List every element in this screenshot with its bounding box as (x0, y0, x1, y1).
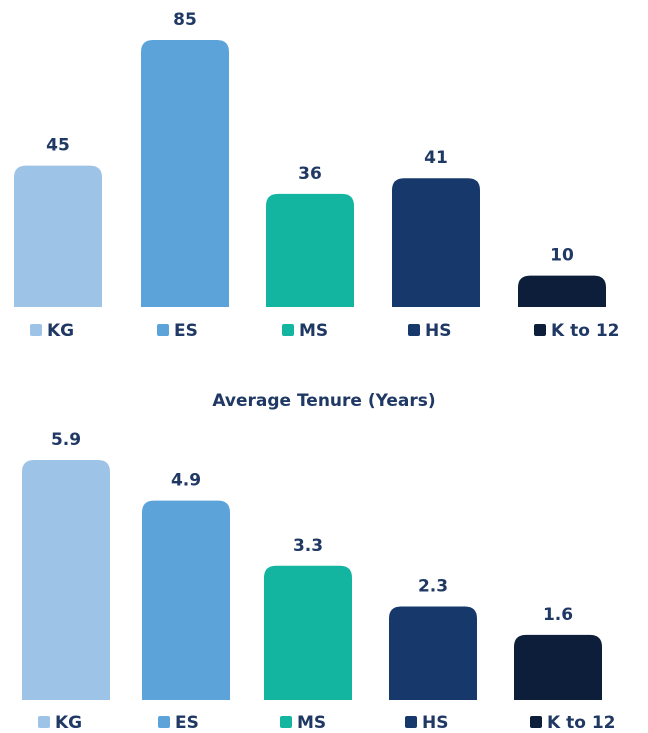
value-label: 45 (46, 136, 70, 156)
value-label: 2.3 (418, 576, 448, 596)
legend-swatch (530, 716, 542, 728)
legend-label: KG (47, 321, 74, 341)
legend-swatch (157, 324, 169, 336)
legend-label: HS (422, 713, 448, 733)
bar (22, 460, 110, 700)
legend-label: K to 12 (551, 321, 619, 341)
legend-swatch (280, 716, 292, 728)
legend-swatch (408, 324, 420, 336)
legend-swatch (534, 324, 546, 336)
legend-label: HS (425, 321, 451, 341)
bar (264, 565, 352, 700)
value-label: 85 (173, 10, 197, 30)
value-label: 41 (424, 148, 448, 168)
legend-label: ES (175, 713, 199, 733)
legend-swatch (405, 716, 417, 728)
bar (392, 178, 480, 307)
value-label: 10 (550, 246, 574, 266)
bar (141, 40, 229, 307)
chart-title: Average Tenure (Years) (212, 391, 435, 411)
legend-swatch (38, 716, 50, 728)
legend-label: MS (297, 713, 326, 733)
bar (389, 606, 477, 700)
value-label: 36 (298, 164, 322, 184)
legend-swatch (158, 716, 170, 728)
bar (142, 500, 230, 700)
value-label: 5.9 (51, 430, 81, 450)
bar (266, 193, 354, 307)
legend-label: KG (55, 713, 82, 733)
legend-swatch (30, 324, 42, 336)
bar (518, 275, 606, 307)
value-label: 3.3 (293, 536, 323, 556)
legend-swatch (282, 324, 294, 336)
value-label: 4.9 (171, 471, 201, 491)
legend-label: MS (299, 321, 328, 341)
bar (14, 165, 102, 307)
legend-label: K to 12 (547, 713, 615, 733)
bar (514, 634, 602, 700)
value-label: 1.6 (543, 605, 573, 625)
legend-label: ES (174, 321, 198, 341)
